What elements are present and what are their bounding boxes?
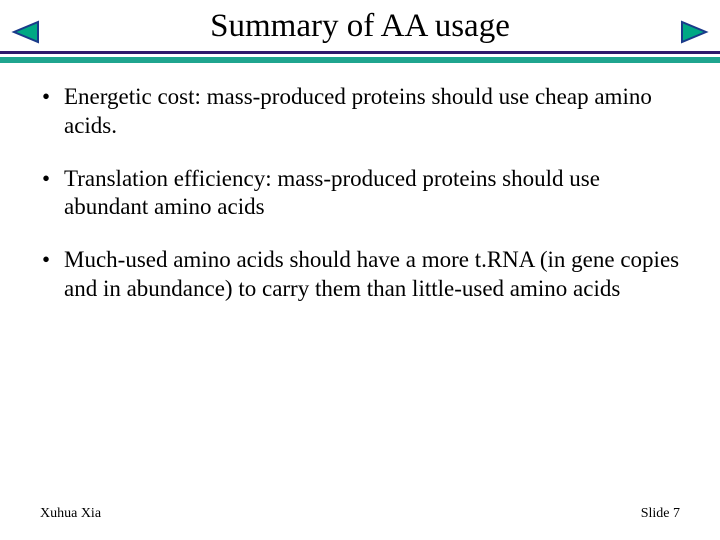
prev-arrow-icon[interactable] <box>10 20 42 44</box>
bullet-mark: • <box>40 83 64 112</box>
footer-author: Xuhua Xia <box>40 506 101 522</box>
slide: Summary of AA usage • Energetic cost: ma… <box>0 0 720 540</box>
rule-top <box>0 51 720 54</box>
footer: Xuhua Xia Slide 7 <box>0 506 720 522</box>
bullet-text: Much-used amino acids should have a more… <box>64 246 680 304</box>
bullet-text: Energetic cost: mass-produced proteins s… <box>64 83 680 141</box>
list-item: • Translation efficiency: mass-produced … <box>40 165 680 223</box>
bullet-text: Translation efficiency: mass-produced pr… <box>64 165 680 223</box>
footer-slide-number: Slide 7 <box>641 506 680 522</box>
rule-bottom <box>0 57 720 63</box>
slide-title: Summary of AA usage <box>210 8 510 45</box>
content-area: • Energetic cost: mass-produced proteins… <box>0 63 720 304</box>
header: Summary of AA usage <box>0 0 720 63</box>
title-rules <box>0 51 720 63</box>
next-arrow-icon[interactable] <box>678 20 710 44</box>
bullet-mark: • <box>40 165 64 194</box>
list-item: • Much-used amino acids should have a mo… <box>40 246 680 304</box>
bullet-mark: • <box>40 246 64 275</box>
list-item: • Energetic cost: mass-produced proteins… <box>40 83 680 141</box>
